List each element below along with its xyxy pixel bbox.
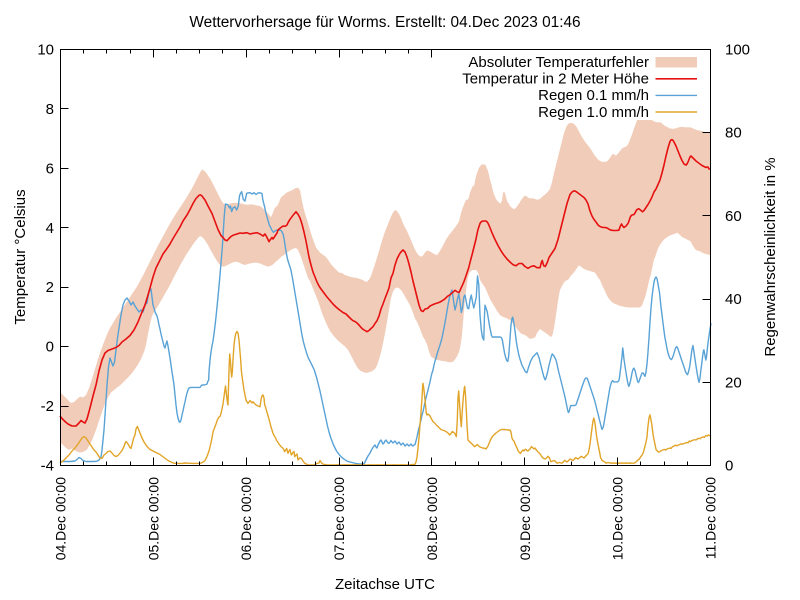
svg-text:-2: -2: [41, 398, 54, 415]
svg-text:40: 40: [725, 291, 742, 308]
svg-text:0: 0: [725, 458, 733, 475]
svg-text:09.Dec 00:00: 09.Dec 00:00: [517, 477, 533, 560]
svg-text:Absoluter Temperaturfehler: Absoluter Temperaturfehler: [468, 54, 649, 71]
svg-text:Regenwahrscheinlichkeit in %: Regenwahrscheinlichkeit in %: [762, 157, 779, 356]
svg-text:Regen 0.1 mm/h: Regen 0.1 mm/h: [538, 87, 649, 104]
svg-text:10.Dec 00:00: 10.Dec 00:00: [610, 477, 626, 560]
svg-text:Temperatur in 2 Meter Höhe: Temperatur in 2 Meter Höhe: [462, 71, 649, 88]
svg-text:6: 6: [46, 160, 54, 177]
svg-text:11.Dec 00:00: 11.Dec 00:00: [703, 477, 719, 559]
svg-text:Regen 1.0 mm/h: Regen 1.0 mm/h: [538, 104, 649, 121]
svg-text:Zeitachse UTC: Zeitachse UTC: [335, 576, 435, 593]
svg-text:06.Dec 00:00: 06.Dec 00:00: [238, 477, 254, 560]
svg-text:0: 0: [46, 339, 54, 356]
svg-text:-4: -4: [41, 458, 54, 475]
svg-text:10: 10: [37, 42, 54, 59]
svg-text:60: 60: [725, 208, 742, 225]
svg-text:Wettervorhersage für Worms. Er: Wettervorhersage für Worms. Erstellt: 04…: [189, 14, 580, 31]
svg-text:100: 100: [725, 42, 750, 59]
svg-text:05.Dec 00:00: 05.Dec 00:00: [145, 477, 161, 560]
svg-text:8: 8: [46, 101, 54, 118]
svg-text:80: 80: [725, 125, 742, 142]
svg-text:Temperatur °Celsius: Temperatur °Celsius: [12, 189, 29, 324]
svg-text:07.Dec 00:00: 07.Dec 00:00: [331, 477, 347, 560]
svg-text:2: 2: [46, 279, 54, 296]
svg-text:20: 20: [725, 374, 742, 391]
svg-text:08.Dec 00:00: 08.Dec 00:00: [424, 477, 440, 560]
svg-text:4: 4: [46, 220, 54, 237]
svg-text:04.Dec 00:00: 04.Dec 00:00: [53, 477, 69, 560]
